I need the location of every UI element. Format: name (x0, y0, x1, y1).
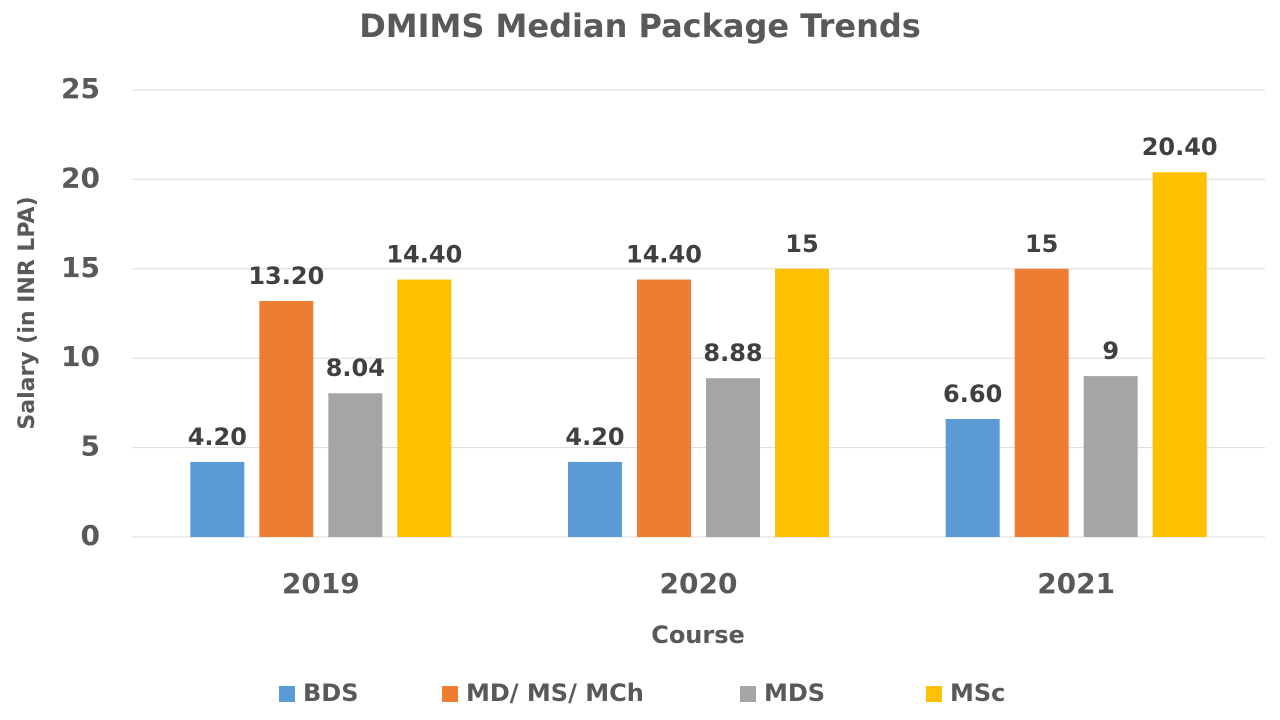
y-tick-label: 25 (61, 72, 100, 105)
legend-swatch (279, 686, 295, 702)
bar (259, 300, 314, 537)
x-tick-label: 2020 (660, 567, 738, 600)
value-label: 14.40 (386, 241, 462, 269)
bar (397, 279, 452, 537)
bar (706, 378, 760, 537)
y-axis-label: Salary (in INR LPA) (15, 196, 40, 429)
value-label: 15 (1025, 230, 1058, 258)
legend-swatch (442, 686, 458, 702)
value-label: 6.60 (943, 380, 1002, 408)
value-label: 9 (1102, 337, 1119, 365)
y-tick-label: 15 (61, 251, 100, 284)
bar (568, 461, 622, 537)
x-axis-label: Course (651, 621, 745, 649)
y-tick-label: 0 (81, 519, 100, 552)
bar (1083, 376, 1138, 537)
bar (775, 268, 829, 537)
value-label: 4.20 (188, 423, 247, 451)
legend-label: MSc (950, 679, 1005, 707)
value-label: 4.20 (565, 423, 624, 451)
legend-label: MDS (764, 679, 825, 707)
bar (637, 279, 691, 537)
value-label: 8.88 (703, 339, 762, 367)
value-label: 13.20 (248, 262, 324, 290)
value-label: 14.40 (626, 241, 702, 269)
y-tick-label: 10 (61, 340, 100, 373)
y-tick-label: 5 (81, 430, 100, 463)
chart-title: DMIMS Median Package Trends (359, 7, 921, 45)
bar (1014, 268, 1069, 537)
bar (190, 461, 245, 537)
legend-swatch (740, 686, 756, 702)
legend-label: BDS (303, 679, 359, 707)
bar (328, 393, 383, 537)
value-label: 8.04 (326, 354, 385, 382)
legend-swatch (926, 686, 942, 702)
x-tick-label: 2021 (1037, 567, 1115, 600)
value-label: 15 (785, 230, 818, 258)
x-tick-label: 2019 (282, 567, 360, 600)
legend-label: MD/ MS/ MCh (466, 679, 644, 707)
y-tick-label: 20 (61, 161, 100, 194)
value-label: 20.40 (1142, 133, 1218, 161)
bar (945, 418, 1000, 537)
bar (1152, 172, 1207, 538)
